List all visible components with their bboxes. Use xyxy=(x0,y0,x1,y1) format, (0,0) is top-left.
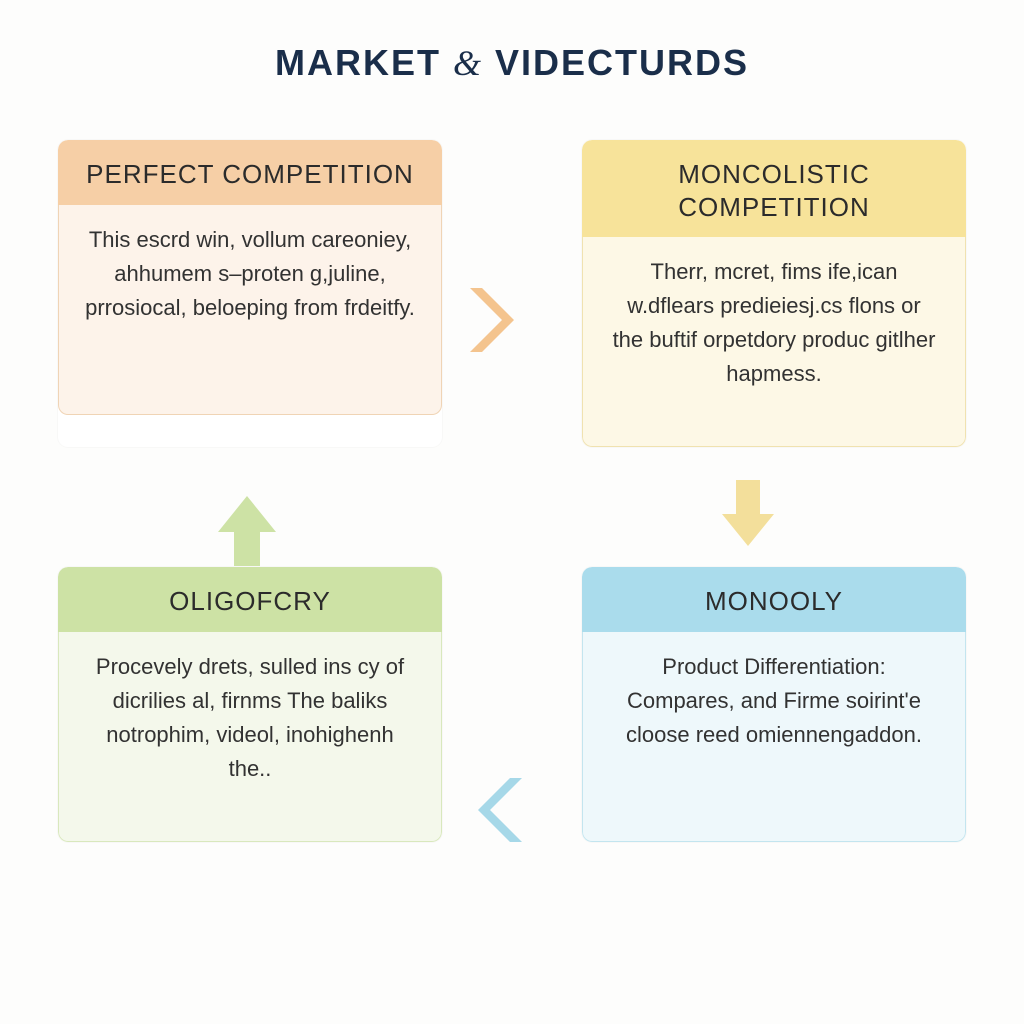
card-body: Procevely drets, sulled ins cy of dicril… xyxy=(58,632,442,842)
card-header: MONOOLY xyxy=(582,567,966,632)
title-left: MARKET xyxy=(275,42,441,83)
card-body: Product Differentiation: Compares, and F… xyxy=(582,632,966,842)
card-header: MONCOLISTIC COMPETITION xyxy=(582,140,966,237)
card-header: OLIGOFCRY xyxy=(58,567,442,632)
card-body: Therr, mcret, fims ife,ican w.dflears pr… xyxy=(582,237,966,447)
title-right: VIDECTURDS xyxy=(495,42,749,83)
arrow-down-icon xyxy=(718,480,778,550)
card-oligopoly: OLIGOFCRY Procevely drets, sulled ins cy… xyxy=(58,567,442,842)
card-perfect-competition: PERFECT COMPETITION This escrd win, voll… xyxy=(58,140,442,447)
title-ampersand: & xyxy=(453,43,483,83)
page-title: MARKET & VIDECTURDS xyxy=(0,0,1024,84)
card-body: This escrd win, vollum careoniey, ahhume… xyxy=(58,205,442,415)
card-monopolistic-competition: MONCOLISTIC COMPETITION Therr, mcret, fi… xyxy=(582,140,966,447)
card-header: PERFECT COMPETITION xyxy=(58,140,442,205)
card-grid: PERFECT COMPETITION This escrd win, voll… xyxy=(0,140,1024,842)
card-monopoly: MONOOLY Product Differentiation: Compare… xyxy=(582,567,966,842)
arrow-up-icon xyxy=(212,492,282,570)
arrow-right-icon xyxy=(462,280,522,360)
arrow-left-icon xyxy=(470,770,530,850)
